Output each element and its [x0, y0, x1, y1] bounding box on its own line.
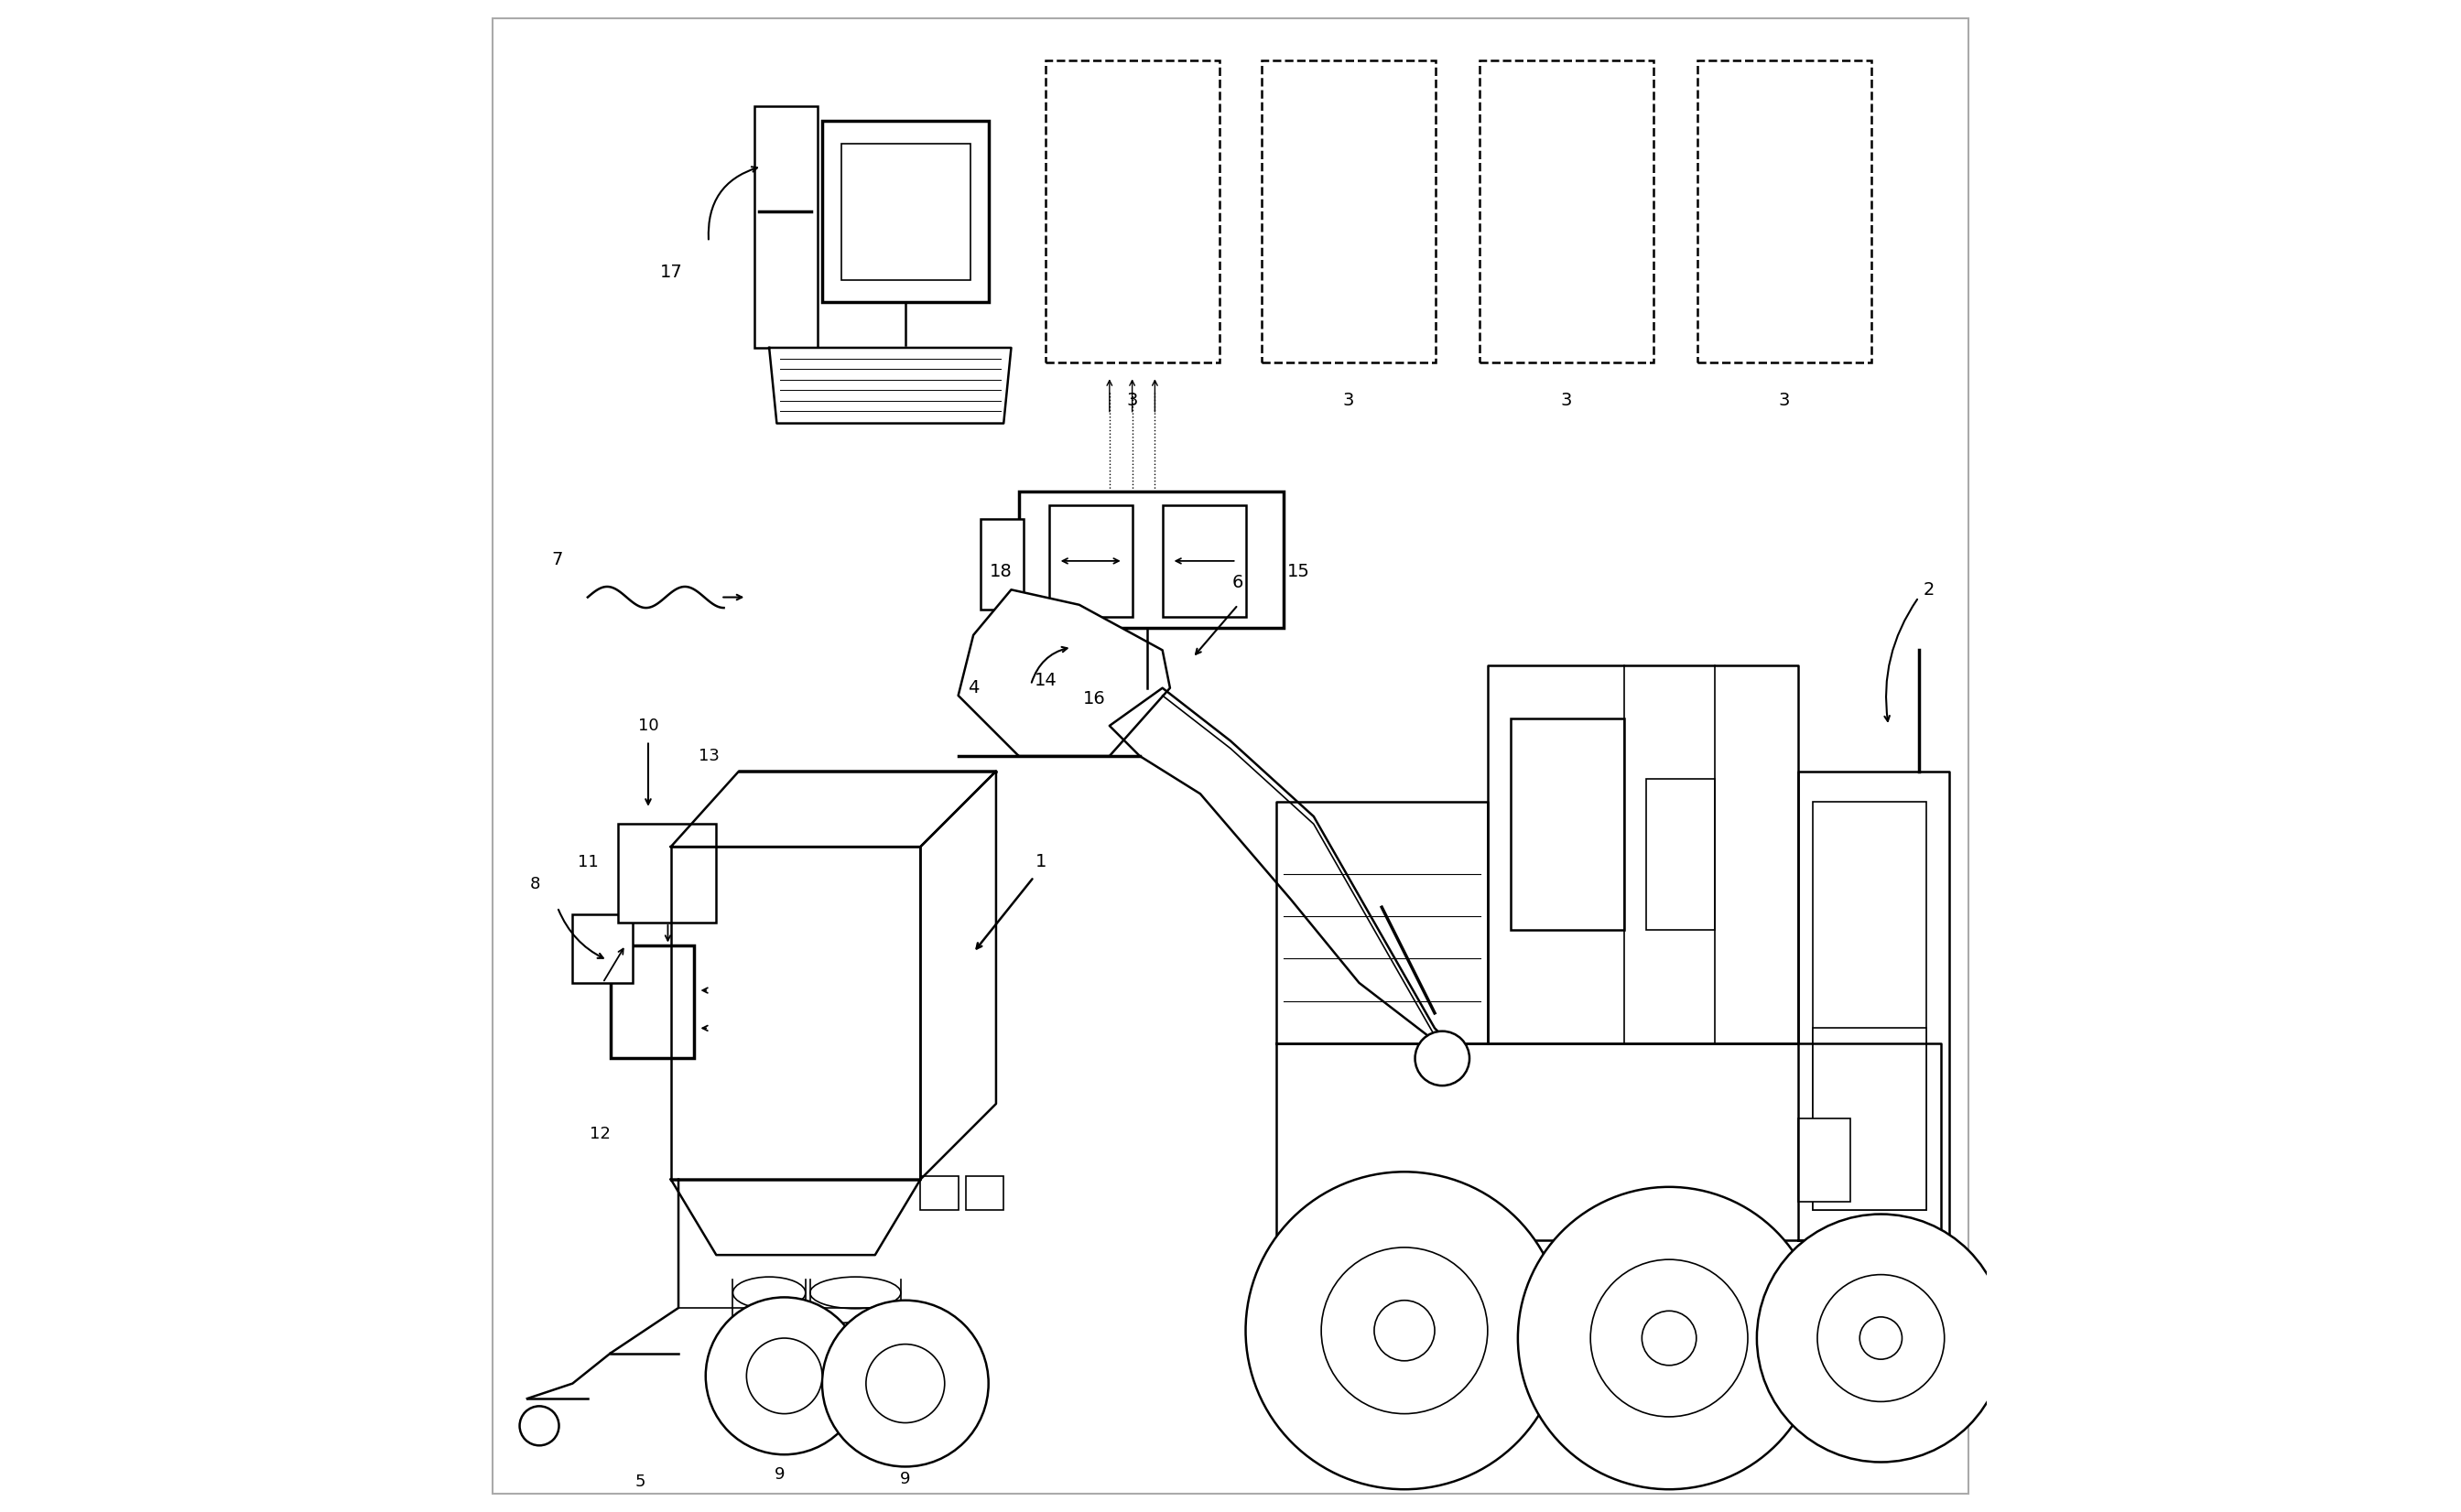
- Bar: [753, 106, 817, 348]
- Bar: [1698, 60, 1870, 363]
- Polygon shape: [672, 1179, 920, 1255]
- Circle shape: [1861, 1317, 1902, 1359]
- Circle shape: [822, 1300, 989, 1467]
- Text: 14: 14: [1034, 671, 1058, 689]
- Polygon shape: [957, 590, 1169, 756]
- Text: 1: 1: [1036, 853, 1046, 871]
- Polygon shape: [1110, 688, 1464, 1058]
- Bar: [920, 1176, 957, 1210]
- Bar: [1797, 1119, 1851, 1202]
- Ellipse shape: [733, 1276, 805, 1308]
- Text: 9: 9: [901, 1471, 911, 1486]
- Bar: [1814, 801, 1927, 1210]
- Ellipse shape: [810, 1276, 901, 1308]
- Polygon shape: [1275, 801, 1486, 1043]
- Ellipse shape: [810, 1321, 901, 1355]
- Bar: [842, 144, 970, 280]
- Bar: [1814, 1028, 1927, 1210]
- Text: 3: 3: [1560, 392, 1573, 410]
- Bar: [982, 519, 1024, 609]
- Ellipse shape: [733, 1321, 805, 1355]
- Circle shape: [1816, 1275, 1944, 1402]
- Circle shape: [1415, 1031, 1469, 1086]
- Text: 3: 3: [1344, 392, 1354, 410]
- Text: 7: 7: [551, 550, 564, 569]
- Bar: [1479, 60, 1654, 363]
- Bar: [1646, 779, 1715, 930]
- Text: 4: 4: [967, 679, 979, 697]
- Bar: [1046, 60, 1218, 363]
- Polygon shape: [920, 771, 997, 1179]
- Bar: [1019, 491, 1285, 627]
- Text: 17: 17: [660, 263, 682, 281]
- Text: 2: 2: [1925, 581, 1934, 599]
- Polygon shape: [672, 847, 920, 1179]
- Circle shape: [519, 1406, 559, 1445]
- Circle shape: [706, 1297, 864, 1455]
- Text: 6: 6: [1233, 573, 1243, 591]
- Circle shape: [866, 1344, 945, 1423]
- Text: 16: 16: [1083, 689, 1105, 708]
- Circle shape: [1373, 1300, 1435, 1361]
- Bar: [965, 1176, 1004, 1210]
- Polygon shape: [1275, 1043, 1942, 1240]
- Circle shape: [746, 1338, 822, 1414]
- Bar: [1262, 60, 1435, 363]
- Text: 8: 8: [529, 877, 539, 892]
- Circle shape: [1590, 1259, 1747, 1417]
- Text: 5: 5: [635, 1474, 645, 1489]
- Circle shape: [1322, 1247, 1486, 1414]
- Polygon shape: [672, 771, 997, 847]
- Polygon shape: [770, 348, 1011, 423]
- Polygon shape: [1486, 665, 1797, 1043]
- Bar: [1511, 718, 1624, 930]
- Text: 11: 11: [578, 854, 598, 869]
- Bar: [610, 945, 694, 1058]
- Bar: [573, 915, 632, 983]
- Bar: [822, 121, 989, 302]
- Text: 3: 3: [1127, 392, 1137, 410]
- Text: 9: 9: [775, 1467, 785, 1482]
- Text: 18: 18: [989, 562, 1011, 581]
- Text: 15: 15: [1287, 562, 1309, 581]
- Text: 12: 12: [588, 1126, 610, 1142]
- Circle shape: [1757, 1214, 2006, 1462]
- Bar: [1048, 505, 1132, 617]
- Text: 13: 13: [699, 748, 719, 764]
- Circle shape: [1245, 1172, 1563, 1489]
- Circle shape: [1518, 1187, 1821, 1489]
- Bar: [618, 824, 716, 922]
- Text: 10: 10: [637, 718, 660, 733]
- Bar: [1162, 505, 1245, 617]
- Polygon shape: [1797, 771, 1949, 1240]
- Text: 3: 3: [1779, 392, 1789, 410]
- Circle shape: [1641, 1311, 1696, 1365]
